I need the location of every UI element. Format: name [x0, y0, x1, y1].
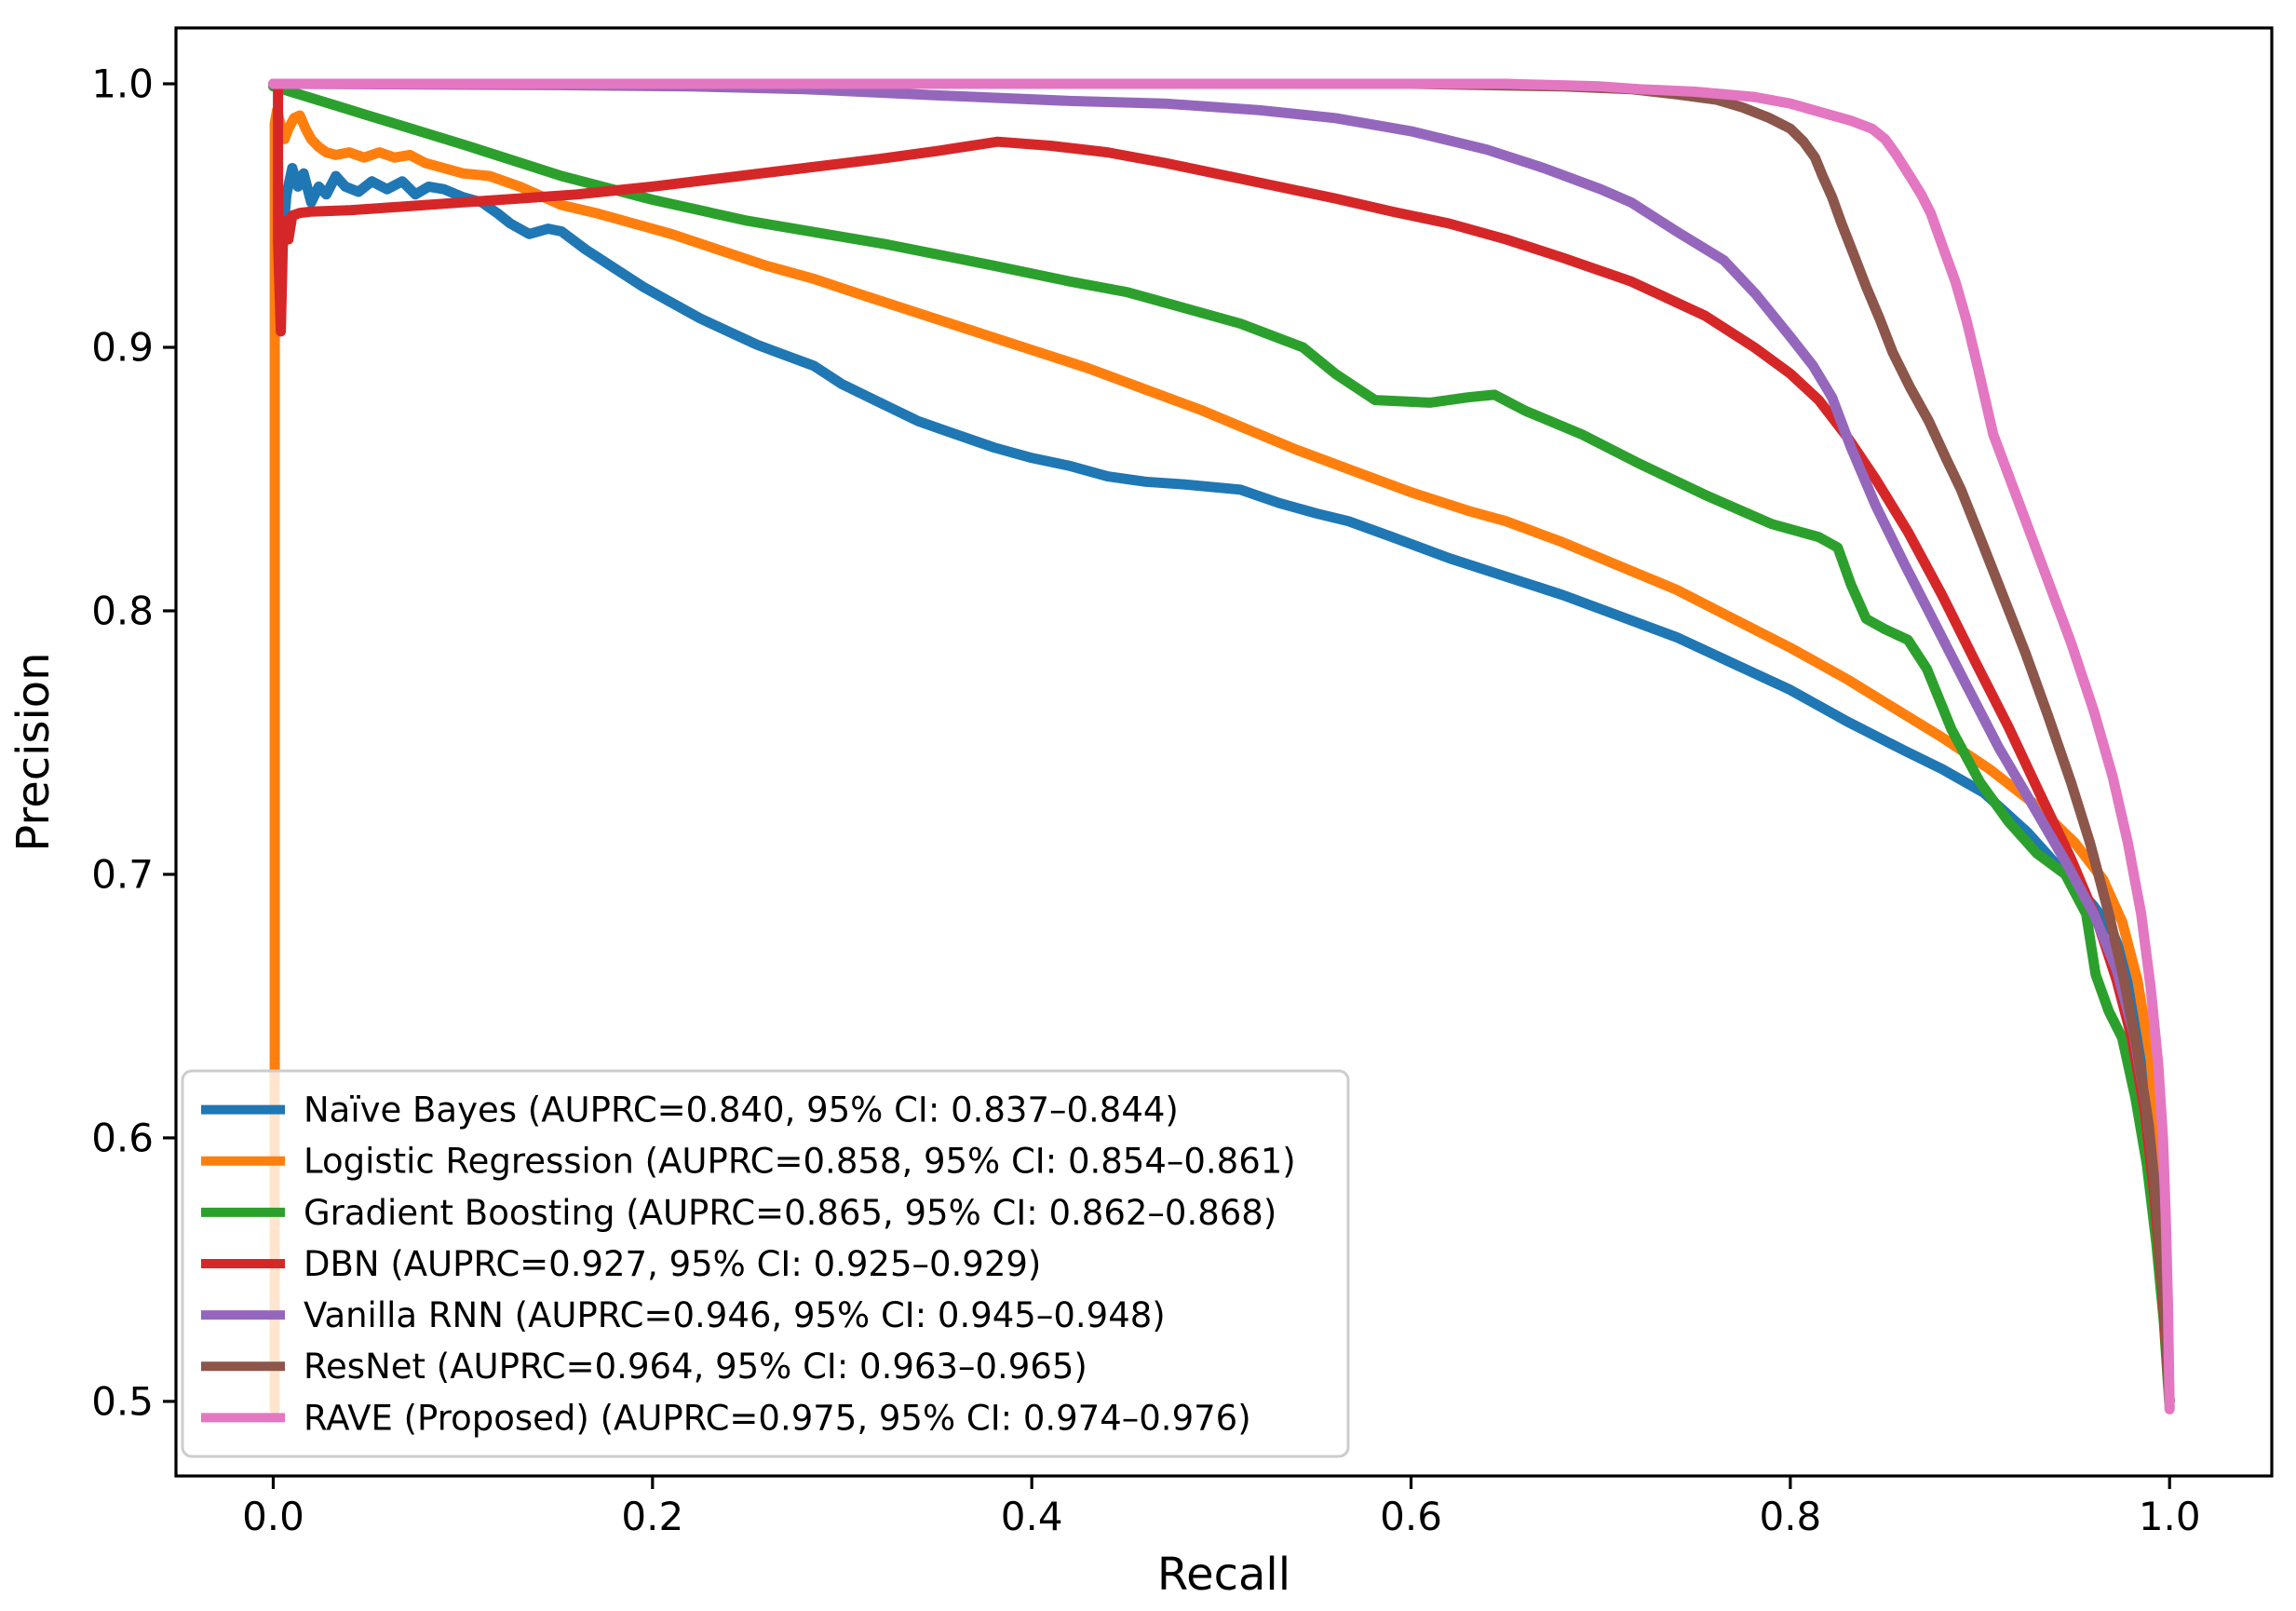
axes-spines	[174, 26, 2274, 1478]
y-tick-label: 0.5	[91, 1379, 154, 1425]
curves-layer	[268, 78, 2175, 1415]
legend-label: Logistic Regression (AUPRC=0.858, 95% CI…	[304, 1142, 1296, 1182]
axis-labels: Recall Precision	[7, 652, 1290, 1601]
x-tick-label: 0.8	[1759, 1494, 1821, 1539]
x-axis-label: Recall	[1157, 1549, 1290, 1601]
curve-dbn	[273, 81, 2175, 1407]
y-tick-label: 1.0	[91, 61, 154, 107]
x-tick-label: 0.4	[1001, 1494, 1063, 1539]
curve-logistic-regression	[269, 104, 2175, 1415]
legend-label: Vanilla RNN (AUPRC=0.946, 95% CI: 0.945–…	[304, 1295, 1166, 1335]
y-tick-label: 0.8	[91, 589, 154, 634]
x-tick-label: 0.6	[1380, 1494, 1442, 1539]
legend-frame	[181, 1069, 1350, 1458]
x-tick-label: 1.0	[2139, 1494, 2201, 1539]
curve-vanilla-rnn	[268, 78, 2175, 1407]
x-tick-label: 0.0	[242, 1494, 304, 1539]
legend-label: Naïve Bayes (AUPRC=0.840, 95% CI: 0.837–…	[304, 1090, 1179, 1130]
y-tick-label: 0.9	[91, 325, 154, 371]
y-tick-label: 0.7	[91, 852, 154, 898]
x-tick-label: 0.2	[621, 1494, 683, 1539]
legend-label: RAVE (Proposed) (AUPRC=0.975, 95% CI: 0.…	[304, 1398, 1251, 1438]
axes-ticks: 0.0 0.2 0.4 0.6 0.8 1.0 0.5 0.6 0.7 0.8 0.9 1.0	[91, 61, 2200, 1539]
curve-gradient-boosting	[268, 81, 2175, 1413]
curve-rave-proposed	[268, 78, 2175, 1415]
legend-box: Naïve Bayes (AUPRC=0.840, 95% CI: 0.837–…	[181, 1069, 1350, 1458]
curve-resnet	[268, 78, 2175, 1407]
legend-label: ResNet (AUPRC=0.964, 95% CI: 0.963–0.965…	[304, 1347, 1087, 1387]
y-tick-label: 0.6	[91, 1116, 154, 1161]
curve-na-ve-bayes	[270, 163, 2175, 1407]
y-axis-label: Precision	[7, 652, 60, 851]
plot-border	[174, 26, 2274, 1478]
legend-label: DBN (AUPRC=0.927, 95% CI: 0.925–0.929)	[304, 1244, 1041, 1284]
legend-label: Gradient Boosting (AUPRC=0.865, 95% CI: …	[304, 1193, 1276, 1233]
